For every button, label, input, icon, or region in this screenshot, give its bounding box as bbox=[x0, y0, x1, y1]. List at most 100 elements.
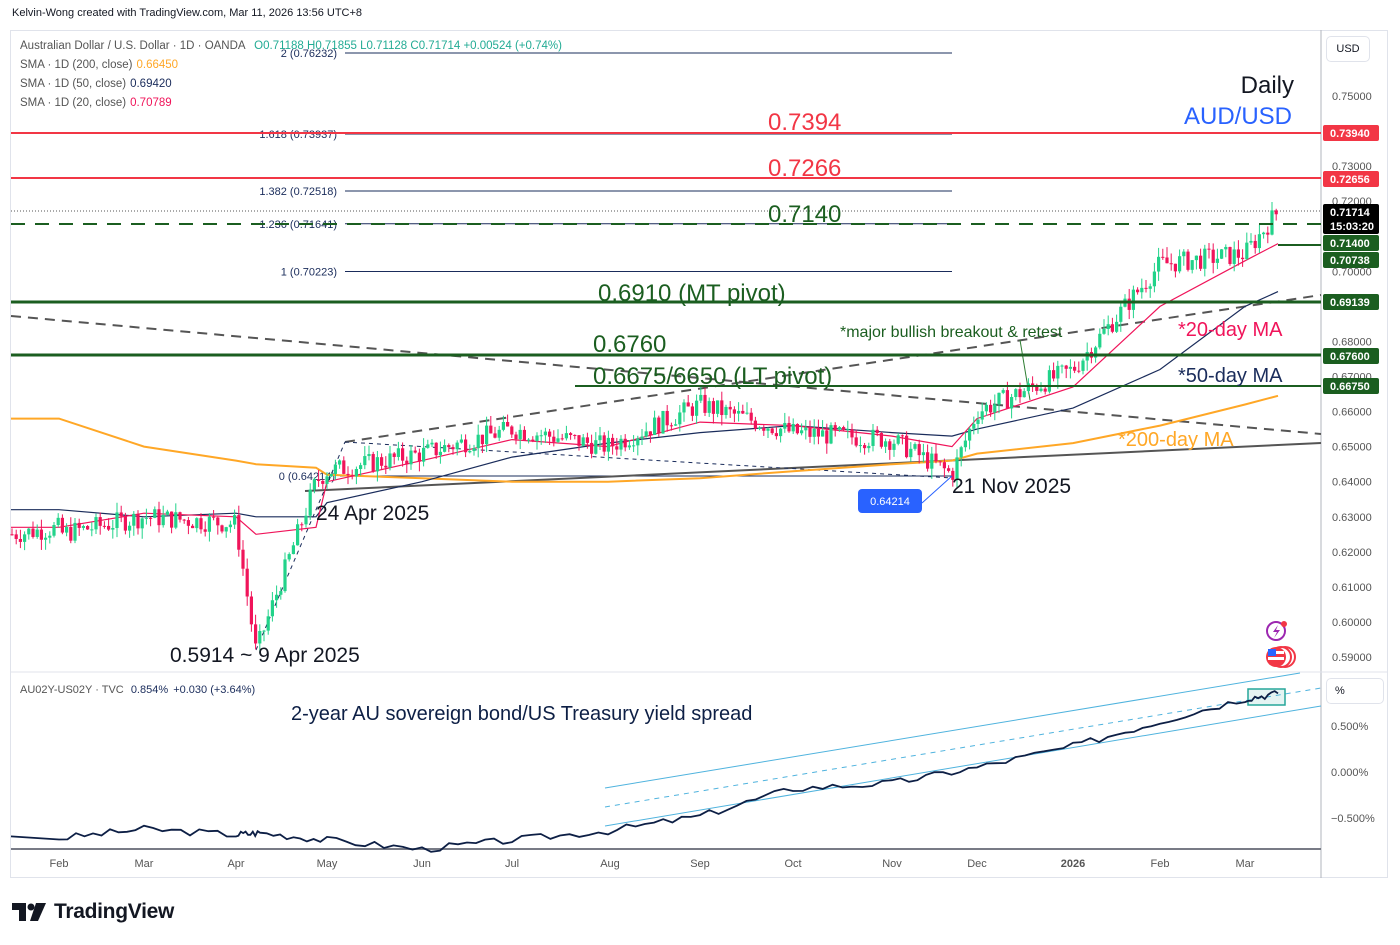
lightning-event-icon[interactable] bbox=[1266, 621, 1287, 641]
yield-spread-pane bbox=[10, 672, 1322, 853]
price-tick: 0.70000 bbox=[1332, 266, 1372, 278]
fib-label: 1.236 (0.71641) bbox=[259, 219, 337, 231]
price-tick: 0.62000 bbox=[1332, 547, 1372, 559]
price-tick: 0.68000 bbox=[1332, 336, 1372, 348]
label-apr9-low: 0.5914 ~ 9 Apr 2025 bbox=[170, 644, 360, 667]
tradingview-brand: TradingView bbox=[54, 900, 175, 923]
price-tick: 0.60000 bbox=[1332, 617, 1372, 629]
price-tick: 0.59000 bbox=[1332, 652, 1372, 664]
price-tag bbox=[1323, 294, 1379, 310]
chart-credit: Kelvin-Wong created with TradingView.com… bbox=[12, 7, 363, 19]
spread-symbol: AU02Y-US02Y · TVC bbox=[20, 684, 124, 696]
label-200-day-ma: *200-day MA bbox=[1118, 429, 1234, 451]
time-tick: Jun bbox=[413, 858, 431, 870]
time-tick: Apr bbox=[227, 858, 244, 870]
spread-channel-upper bbox=[604, 672, 1301, 789]
price-tag-value: 0.69139 bbox=[1330, 297, 1370, 309]
price-tick: 0.75000 bbox=[1332, 91, 1372, 103]
label-lt-pivot: 0.6675/6650 (LT pivot) bbox=[593, 363, 832, 390]
low-price-tag[interactable] bbox=[858, 489, 922, 513]
spread-tick: 0.000% bbox=[1331, 767, 1369, 779]
price-axis[interactable]: 0.750000.730000.720000.700000.680000.670… bbox=[1323, 91, 1379, 825]
fib-label: 1 (0.70223) bbox=[281, 266, 337, 278]
time-tick: Sep bbox=[690, 858, 710, 870]
horizontal-levels[interactable] bbox=[11, 132, 1321, 387]
time-tick: 2026 bbox=[1061, 858, 1085, 870]
chart-frame bbox=[10, 30, 1388, 878]
percent-unit-button[interactable]: % bbox=[1326, 678, 1384, 704]
price-tag-value: 0.72656 bbox=[1330, 174, 1370, 186]
low-price-tag-value: 0.64214 bbox=[870, 496, 910, 508]
fib-label: 1.618 (0.73937) bbox=[259, 129, 337, 141]
sma20-value: 0.70789 bbox=[130, 97, 172, 109]
sma-50-line bbox=[11, 291, 1279, 518]
price-tag bbox=[1323, 378, 1379, 394]
price-tick: 0.63000 bbox=[1332, 512, 1372, 524]
time-tick: Oct bbox=[784, 858, 801, 870]
price-tag-value: 0.71714 bbox=[1330, 207, 1371, 219]
price-tag bbox=[1323, 252, 1379, 268]
main-legend[interactable]: Australian Dollar / U.S. Dollar · 1D · O… bbox=[20, 37, 562, 113]
label-nov21: 21 Nov 2025 bbox=[952, 475, 1071, 498]
price-tag bbox=[1323, 125, 1379, 141]
countdown-timer: 15:03:20 bbox=[1330, 221, 1374, 233]
price-tag bbox=[1323, 235, 1379, 251]
label-apr24: 24 Apr 2025 bbox=[316, 502, 429, 525]
spread-value: 0.854% bbox=[130, 684, 169, 696]
price-tick: 0.61000 bbox=[1332, 582, 1372, 594]
price-tick: 0.64000 bbox=[1332, 477, 1372, 489]
spread-change: +0.030 (+3.64%) bbox=[173, 684, 256, 696]
label-breakout: *major bullish breakout & retest bbox=[840, 324, 1063, 341]
spread-title: 2-year AU sovereign bond/US Treasury yie… bbox=[291, 703, 752, 725]
fib-anchor-line bbox=[344, 441, 953, 479]
sma-200-line bbox=[11, 394, 1279, 483]
symbol-label: Australian Dollar / U.S. Dollar · 1D · O… bbox=[20, 40, 245, 52]
pair-title: AUD/USD bbox=[1184, 103, 1292, 130]
time-tick: May bbox=[317, 858, 338, 870]
tradingview-logo[interactable]: TradingView bbox=[12, 900, 174, 924]
ascending-resistance-trendline bbox=[344, 294, 1322, 443]
sma20-label: SMA · 1D (20, close) bbox=[20, 97, 127, 109]
time-tick: Mar bbox=[1236, 858, 1255, 870]
us-flag-event-icon[interactable] bbox=[1266, 646, 1296, 668]
annotations: Daily AUD/USD 0.7394 0.7266 0.7140 0.6910 (MT… bbox=[170, 72, 1294, 725]
ohlc-values: O0.71188 H0.71855 L0.71128 C0.71714 +0.0… bbox=[254, 40, 562, 52]
spread-channel-mid bbox=[604, 687, 1322, 808]
time-axis[interactable]: Feb Mar Apr May Jun Jul Aug Sep Oct Nov Dec 2026 Feb… bbox=[50, 858, 1255, 870]
time-tick: Aug bbox=[600, 858, 620, 870]
candlesticks bbox=[10, 201, 1278, 653]
price-tag bbox=[1323, 204, 1379, 234]
lower-legend[interactable]: AU02Y-US02Y · TVC 0.854% +0.030 (+3.64%) bbox=[20, 681, 255, 700]
fib-label: 2 (0.76232) bbox=[281, 48, 337, 60]
currency-unit-button[interactable]: USD bbox=[1326, 36, 1370, 62]
label-50-day-ma: *50-day MA bbox=[1178, 365, 1283, 387]
price-tag-value: 0.73940 bbox=[1330, 128, 1370, 140]
spread-line bbox=[10, 690, 1279, 853]
label-20-day-ma: *20-day MA bbox=[1178, 319, 1283, 341]
sma50-value: 0.69420 bbox=[130, 78, 172, 90]
sma200-value: 0.66450 bbox=[136, 59, 179, 71]
ascending-support-trendline bbox=[304, 442, 1322, 492]
price-tag bbox=[1323, 171, 1379, 187]
price-tag-value: 0.66750 bbox=[1330, 381, 1370, 393]
price-tag-value: 0.67600 bbox=[1330, 351, 1370, 363]
fib-anchor-line bbox=[255, 441, 346, 651]
price-tag-value: 0.70738 bbox=[1330, 255, 1370, 267]
fib-label: 0 (0.64214) bbox=[279, 471, 335, 483]
sma50-label: SMA · 1D (50, close) bbox=[20, 78, 127, 90]
sma200-label: SMA · 1D (200, close) bbox=[20, 59, 133, 71]
trendlines[interactable] bbox=[10, 294, 1322, 651]
label-0.7140: 0.7140 bbox=[768, 201, 841, 228]
time-tick: Mar bbox=[135, 858, 154, 870]
time-tick: Nov bbox=[882, 858, 902, 870]
spread-tick: −0.500% bbox=[1331, 813, 1375, 825]
fib-label: 1.382 (0.72518) bbox=[259, 186, 337, 198]
timeframe-title: Daily bbox=[1241, 72, 1294, 99]
label-0.7394: 0.7394 bbox=[768, 109, 841, 136]
spread-tick: 0.500% bbox=[1331, 721, 1369, 733]
label-0.6760: 0.6760 bbox=[593, 331, 666, 358]
price-tick: 0.73000 bbox=[1332, 161, 1372, 173]
price-tick: 0.65000 bbox=[1332, 442, 1372, 454]
price-tick: 0.66000 bbox=[1332, 407, 1372, 419]
